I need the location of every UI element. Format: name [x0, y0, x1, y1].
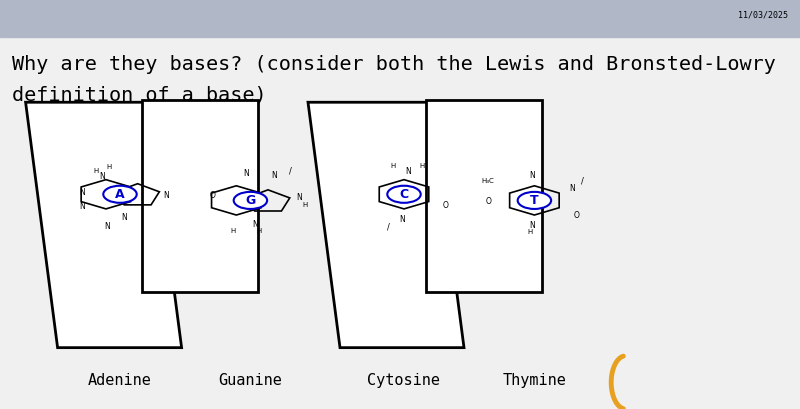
- Text: Adenine: Adenine: [88, 373, 152, 388]
- Text: O: O: [486, 197, 491, 206]
- Text: H: H: [106, 164, 112, 170]
- Text: N: N: [122, 213, 127, 222]
- Circle shape: [234, 192, 267, 209]
- Text: N: N: [80, 187, 86, 197]
- Text: N: N: [243, 169, 249, 178]
- Text: H: H: [93, 168, 98, 174]
- Text: G: G: [246, 194, 255, 207]
- Text: N: N: [80, 202, 86, 211]
- Bar: [142, 100, 258, 292]
- Text: N: N: [163, 191, 169, 200]
- Polygon shape: [308, 102, 464, 348]
- Text: N: N: [406, 167, 411, 176]
- Text: N: N: [252, 220, 258, 229]
- Text: A: A: [115, 188, 125, 201]
- Text: O: O: [443, 201, 449, 210]
- Circle shape: [518, 192, 551, 209]
- Circle shape: [103, 186, 137, 203]
- Text: H: H: [390, 163, 396, 169]
- Bar: [0, 0, 800, 37]
- Text: /: /: [289, 166, 291, 176]
- Text: T: T: [530, 194, 538, 207]
- Text: O: O: [210, 191, 216, 200]
- Text: /: /: [582, 177, 584, 186]
- Text: 11/03/2025: 11/03/2025: [738, 10, 788, 19]
- Text: N: N: [399, 214, 405, 224]
- Text: H: H: [257, 228, 262, 234]
- Text: O: O: [574, 211, 579, 220]
- Text: Guanine: Guanine: [218, 373, 282, 388]
- Bar: [426, 100, 542, 292]
- Text: N: N: [296, 193, 302, 202]
- Text: N: N: [569, 184, 574, 193]
- Text: definition of a base): definition of a base): [12, 86, 266, 105]
- Text: N: N: [104, 222, 110, 231]
- Text: N: N: [530, 220, 535, 230]
- Text: N: N: [272, 171, 278, 180]
- Text: H: H: [302, 202, 308, 208]
- Text: Why are they bases? (consider both the Lewis and Bronsted-Lowry: Why are they bases? (consider both the L…: [12, 55, 776, 74]
- Text: Thymine: Thymine: [502, 373, 566, 388]
- Text: /: /: [387, 222, 390, 231]
- Circle shape: [387, 186, 421, 203]
- Text: H: H: [419, 163, 424, 169]
- Text: H: H: [230, 228, 235, 234]
- Polygon shape: [26, 102, 182, 348]
- Text: C: C: [399, 188, 409, 201]
- Text: H₃C: H₃C: [482, 178, 494, 184]
- Text: N: N: [530, 171, 535, 180]
- Text: Cytosine: Cytosine: [367, 373, 441, 388]
- Text: H: H: [527, 229, 533, 235]
- Text: N: N: [99, 172, 106, 181]
